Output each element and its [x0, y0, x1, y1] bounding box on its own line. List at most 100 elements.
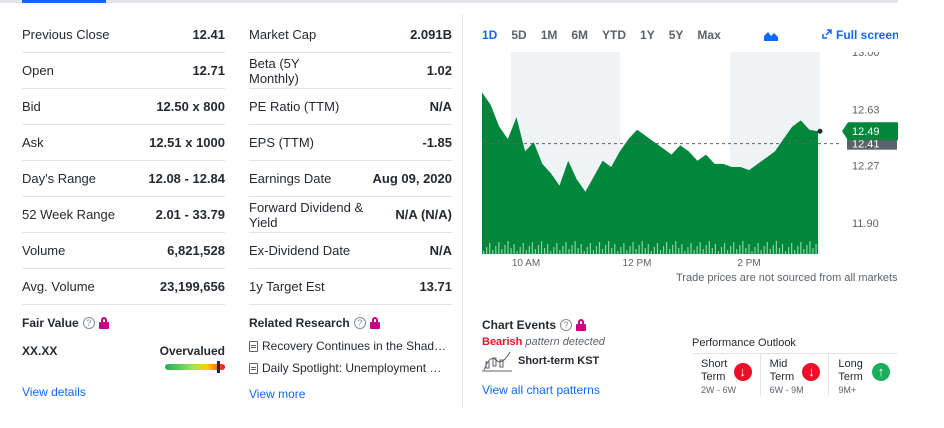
fair-value-gauge-marker: [217, 361, 220, 373]
volume-bar: [635, 249, 637, 254]
volume-bar: [806, 245, 808, 254]
range-button-ytd[interactable]: YTD: [602, 28, 627, 42]
range-button-max[interactable]: Max: [697, 28, 721, 42]
volume-bar: [739, 245, 741, 254]
stat-label: Bid: [22, 99, 41, 114]
stat-label: 1y Target Est: [249, 279, 325, 294]
outlook-long-term[interactable]: Long Term 9M+ ↑: [829, 354, 898, 396]
volume-bar: [580, 244, 582, 254]
related-research-section: Related Research ? Recovery Continues in…: [249, 316, 452, 406]
volume-bar: [727, 250, 729, 254]
volume-bar: [620, 247, 622, 254]
y-tick-label: 11.90: [852, 218, 879, 230]
range-button-5y[interactable]: 5Y: [668, 28, 684, 42]
stat-row: 52 Week Range 2.01 - 33.79: [22, 197, 225, 233]
volume-bar: [748, 244, 750, 254]
volume-bar: [565, 242, 567, 254]
stat-label: PE Ratio (TTM): [249, 99, 340, 114]
volume-bar: [693, 250, 695, 254]
volume-bar: [507, 241, 509, 254]
research-item-title[interactable]: Recovery Continues in the Shad…: [262, 339, 447, 353]
quote-stats-left: Previous Close 12.41 Open 12.71 Bid 12.50 x…: [22, 17, 225, 305]
chart-range-selector: 1D 5D 1M 6M YTD 1Y 5Y Max: [482, 28, 735, 42]
volume-bar: [699, 242, 701, 254]
full-screen-button[interactable]: Full screen: [822, 28, 898, 42]
fair-value-amount: XX.XX: [22, 344, 58, 358]
chart-type-icon[interactable]: [764, 30, 778, 41]
volume-bar: [504, 245, 506, 254]
performance-outlook: Performance Outlook Short Term 2W - 6W ↓…: [692, 337, 898, 396]
stat-value: 2.091B: [410, 27, 452, 42]
volume-bar: [559, 250, 561, 254]
volume-bar: [751, 251, 753, 254]
stat-row: Open 12.71: [22, 53, 225, 89]
volume-bar: [540, 241, 543, 254]
volume-bar: [650, 251, 652, 254]
volume-bar: [531, 242, 533, 254]
chart-events-title: Chart Events ?: [482, 318, 605, 332]
help-icon[interactable]: ?: [82, 317, 95, 329]
volume-bar: [483, 251, 485, 254]
volume-bar: [601, 249, 604, 254]
stat-value: -1.85: [422, 135, 452, 150]
related-research-heading: Related Research: [249, 316, 350, 330]
x-tick-label: 2 PM: [737, 258, 760, 269]
help-icon[interactable]: ?: [560, 319, 573, 331]
volume-bar: [495, 246, 497, 254]
stat-label: Avg. Volume: [22, 279, 95, 294]
fair-value-section: Fair Value ? XX.XX Overvalued View detai…: [22, 316, 225, 406]
volume-bar: [669, 249, 671, 254]
range-button-5d[interactable]: 5D: [511, 28, 527, 42]
volume-bar: [742, 241, 744, 254]
research-item[interactable]: Daily Spotlight: Unemployment …: [249, 361, 452, 375]
volume-bar: [791, 243, 793, 254]
candlestick-pattern-icon: [482, 351, 512, 372]
stat-value: 23,199,656: [159, 279, 225, 294]
stat-row: Market Cap 2.091B: [249, 17, 452, 53]
outlook-short-term[interactable]: Short Term 2W - 6W ↓: [692, 354, 761, 396]
range-button-1d[interactable]: 1D: [482, 28, 498, 42]
stat-value: 12.50 x 800: [156, 99, 225, 114]
lock-icon[interactable]: [369, 317, 380, 329]
volume-bar: [684, 251, 686, 254]
volume-bar: [803, 249, 805, 254]
range-button-6m[interactable]: 6M: [571, 28, 589, 42]
volume-bar: [723, 243, 726, 254]
view-details-link[interactable]: View details: [22, 385, 86, 399]
fair-value-gauge: [165, 361, 225, 373]
range-button-1y[interactable]: 1Y: [640, 28, 655, 42]
research-item-title[interactable]: Daily Spotlight: Unemployment …: [262, 361, 442, 375]
outlook-range: 6W - 9M: [769, 385, 804, 395]
volume-bar: [812, 248, 814, 254]
outlook-mid-term[interactable]: Mid Term 6W - 9M ↓: [761, 354, 830, 396]
fair-value-verdict: Overvalued: [159, 344, 225, 358]
research-item[interactable]: Recovery Continues in the Shad…: [249, 339, 452, 353]
pattern-detected-text: pattern detected: [525, 336, 605, 348]
volume-bar: [763, 246, 765, 254]
stat-value: 12.51 x 1000: [149, 135, 225, 150]
view-all-chart-patterns-link[interactable]: View all chart patterns: [482, 383, 600, 397]
range-button-1m[interactable]: 1M: [540, 28, 558, 42]
volume-bar: [809, 241, 811, 254]
volume-bar: [662, 246, 665, 254]
volume-bar: [678, 248, 680, 254]
stat-label: Day's Range: [22, 171, 97, 186]
stat-row: Previous Close 12.41: [22, 17, 225, 53]
volume-bar: [760, 250, 762, 254]
volume-bar: [733, 242, 735, 254]
volume-bar: [687, 247, 689, 254]
pattern-name[interactable]: Short-term KST: [518, 355, 600, 367]
volume-bar: [614, 244, 616, 254]
view-more-link[interactable]: View more: [249, 387, 306, 401]
volume-bar: [623, 243, 625, 254]
help-icon[interactable]: ?: [353, 317, 366, 329]
lock-icon[interactable]: [576, 319, 587, 331]
lock-icon[interactable]: [98, 317, 109, 329]
volume-bar: [586, 247, 588, 254]
x-tick-label: 12 PM: [623, 258, 652, 269]
volume-bar: [784, 251, 787, 254]
volume-bar: [754, 247, 756, 254]
pattern-item[interactable]: Short-term KST: [482, 350, 605, 372]
outlook-term-label: Mid: [769, 358, 788, 370]
